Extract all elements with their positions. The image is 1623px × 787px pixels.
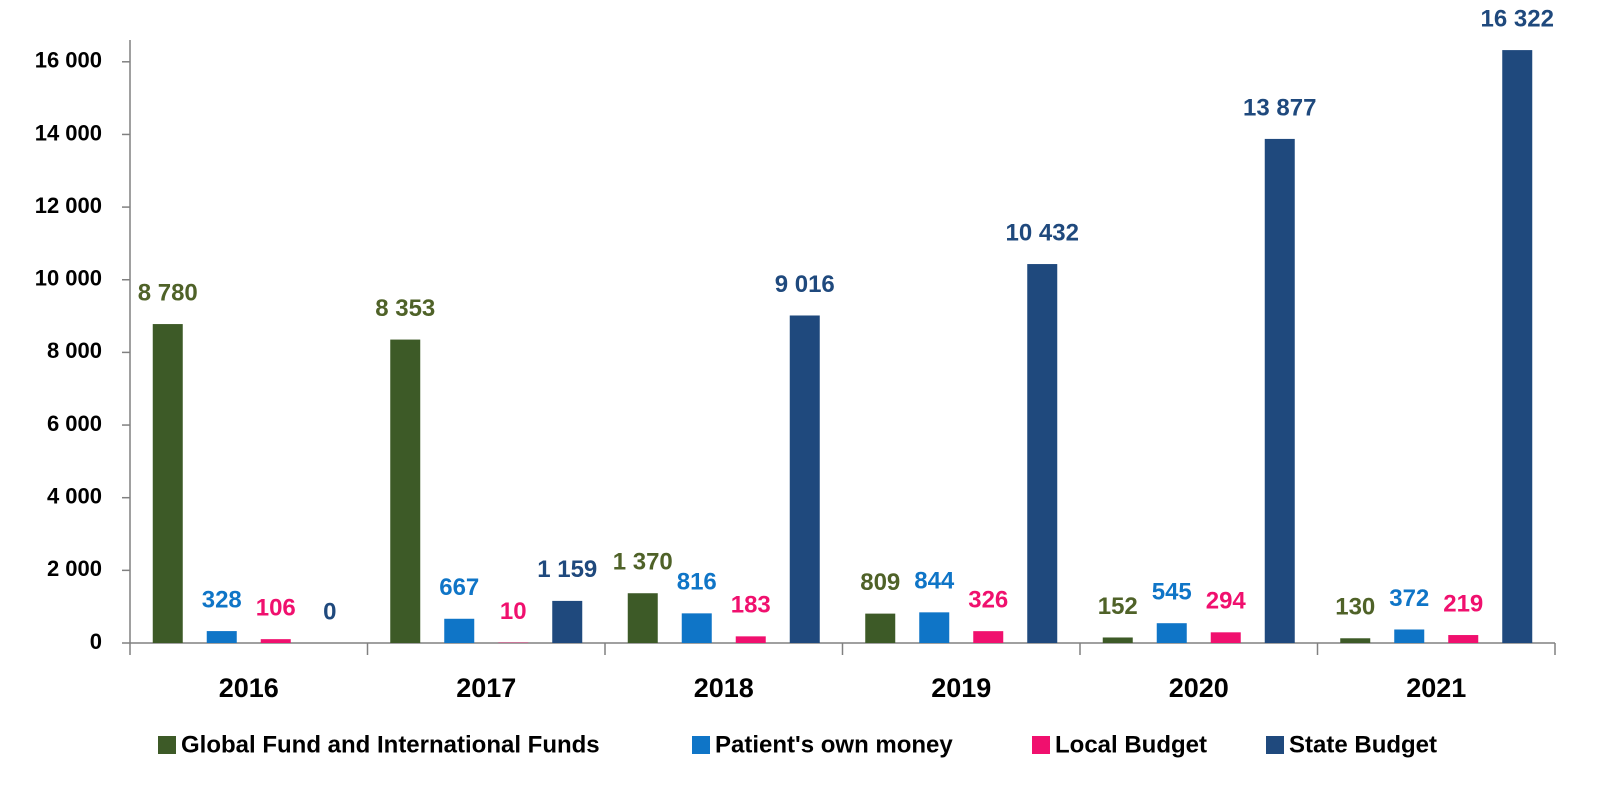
data-label: 16 322	[1481, 5, 1554, 32]
data-label: 219	[1443, 590, 1483, 617]
x-tick-label: 2018	[694, 673, 754, 703]
y-tick-label: 16 000	[35, 48, 102, 73]
data-label: 183	[731, 592, 771, 619]
y-tick-label: 12 000	[35, 193, 102, 218]
x-tick-label: 2019	[931, 673, 991, 703]
bar	[444, 618, 475, 643]
legend-swatch	[1266, 736, 1284, 754]
bar	[1340, 638, 1371, 643]
bar	[789, 315, 820, 643]
bar	[1210, 632, 1241, 643]
bar	[735, 636, 766, 643]
bar	[1102, 637, 1133, 643]
bar	[1394, 629, 1425, 643]
legend-label: Global Fund and International Funds	[181, 731, 600, 758]
bar	[681, 613, 712, 643]
data-label: 816	[677, 569, 717, 596]
y-tick-label: 6 000	[47, 411, 102, 436]
bar	[1448, 635, 1479, 643]
bar	[1502, 50, 1533, 643]
legend-label: Local Budget	[1055, 731, 1207, 758]
data-label: 152	[1098, 593, 1138, 620]
legend-swatch	[692, 736, 710, 754]
data-label: 10	[500, 598, 527, 625]
y-tick-label: 10 000	[35, 266, 102, 291]
y-tick-label: 0	[90, 629, 102, 654]
data-label: 326	[968, 587, 1008, 614]
data-label: 0	[323, 598, 336, 625]
data-label: 10 432	[1006, 219, 1079, 246]
data-label: 13 877	[1243, 94, 1316, 121]
y-tick-label: 8 000	[47, 338, 102, 363]
bar	[260, 639, 291, 643]
bar	[390, 339, 421, 643]
x-tick-label: 2020	[1169, 673, 1229, 703]
data-label: 9 016	[775, 271, 835, 298]
data-label: 328	[202, 586, 242, 613]
data-label: 545	[1152, 579, 1192, 606]
bar	[919, 612, 950, 643]
bar	[1027, 264, 1058, 643]
bar	[973, 631, 1004, 643]
bar	[152, 324, 183, 643]
legend-label: Patient's own money	[715, 731, 953, 758]
x-tick-label: 2017	[456, 673, 516, 703]
bar	[1264, 138, 1295, 643]
data-label: 372	[1389, 585, 1429, 612]
data-label: 294	[1206, 588, 1247, 615]
data-label: 809	[860, 569, 900, 596]
x-tick-label: 2021	[1406, 673, 1466, 703]
data-label: 667	[439, 574, 479, 601]
bar	[552, 600, 583, 643]
legend-swatch	[1032, 736, 1050, 754]
bar	[627, 593, 658, 643]
bar	[206, 631, 237, 643]
x-tick-label: 2016	[219, 673, 279, 703]
data-label: 130	[1335, 594, 1375, 621]
data-label: 1 159	[537, 556, 597, 583]
y-tick-label: 14 000	[35, 120, 102, 145]
y-tick-label: 2 000	[47, 556, 102, 581]
legend-label: State Budget	[1289, 731, 1437, 758]
data-label: 8 353	[375, 295, 435, 322]
data-label: 8 780	[138, 279, 198, 306]
data-label: 106	[256, 594, 296, 621]
data-label: 844	[914, 568, 955, 595]
data-label: 1 370	[613, 549, 673, 576]
y-tick-label: 4 000	[47, 484, 102, 509]
legend-swatch	[158, 736, 176, 754]
bar	[865, 613, 896, 643]
bar	[1156, 623, 1187, 643]
